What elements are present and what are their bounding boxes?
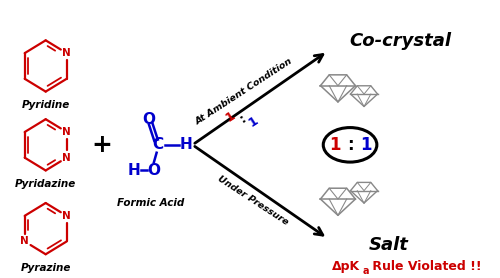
Text: Salt: Salt	[368, 236, 408, 254]
Text: Co-crystal: Co-crystal	[349, 32, 451, 50]
Text: C: C	[152, 137, 163, 152]
Text: Formic Acid: Formic Acid	[117, 198, 184, 208]
Text: 1: 1	[360, 136, 372, 154]
Text: O: O	[142, 112, 156, 127]
Text: N: N	[62, 127, 71, 137]
Text: Under Pressure: Under Pressure	[216, 174, 290, 227]
Text: At Ambient Condition: At Ambient Condition	[194, 57, 294, 127]
Text: 1: 1	[224, 108, 238, 124]
Text: :: :	[236, 112, 248, 126]
Text: ΔpK: ΔpK	[332, 260, 360, 273]
Text: Pyridine: Pyridine	[22, 100, 70, 110]
Text: Pyridazine: Pyridazine	[15, 179, 76, 189]
Text: :: :	[346, 136, 354, 154]
Text: Rule Violated !!: Rule Violated !!	[368, 260, 482, 273]
Text: Pyrazine: Pyrazine	[20, 263, 71, 273]
Text: N: N	[62, 48, 71, 58]
Text: O: O	[148, 163, 160, 178]
Text: N: N	[62, 211, 71, 221]
Text: a: a	[362, 265, 369, 275]
Text: N: N	[20, 237, 29, 247]
Text: H: H	[128, 163, 140, 178]
Text: N: N	[62, 153, 71, 163]
Text: +: +	[91, 133, 112, 157]
Text: H: H	[179, 137, 192, 152]
Text: 1: 1	[329, 136, 340, 154]
Text: 1: 1	[246, 114, 260, 130]
